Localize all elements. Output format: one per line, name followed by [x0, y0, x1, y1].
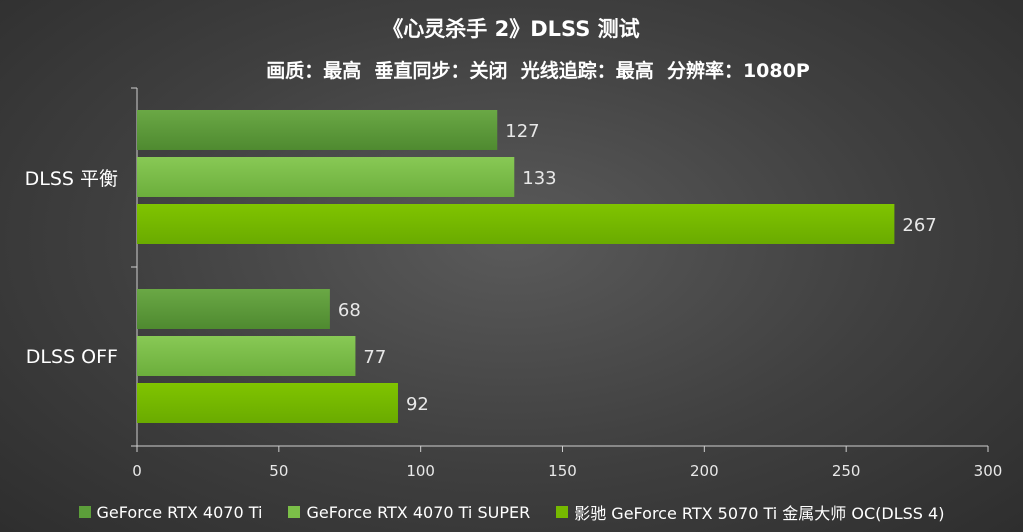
category-label: DLSS 平衡: [25, 168, 118, 190]
x-tick-label: 100: [406, 462, 435, 480]
x-tick-label: 50: [269, 462, 288, 480]
plot-area: 0 50 100 150 200 250 300 DLSS 平衡 127 133 267 DLSS O…: [25, 87, 1003, 480]
legend-swatch: [556, 506, 569, 518]
bar: [137, 157, 515, 197]
data-label: 127: [505, 121, 539, 142]
legend-label: GeForce RTX 4070 Ti SUPER: [306, 502, 531, 522]
x-tick-label: 150: [548, 462, 577, 480]
bar: [137, 336, 356, 376]
x-tick-label: 250: [832, 462, 861, 480]
chart-title: 《心灵杀手 2》DLSS 测试: [382, 17, 639, 41]
bar: [137, 110, 498, 150]
data-label: 92: [406, 394, 429, 415]
chart-subtitle: 画质：最高 垂直同步：关闭 光线追踪：最高 分辨率：1080P: [266, 59, 810, 82]
x-tick-label: 0: [132, 462, 142, 480]
x-tick-label: 300: [974, 462, 1003, 480]
legend-swatch: [288, 506, 301, 518]
bar: [137, 289, 330, 329]
category-label: DLSS OFF: [26, 346, 118, 368]
legend-label: 影驰 GeForce RTX 5070 Ti 金属大师 OC(DLSS 4): [574, 504, 945, 523]
legend-item: GeForce RTX 4070 Ti: [78, 500, 263, 524]
data-label: 267: [902, 215, 936, 236]
bar: [137, 204, 895, 244]
data-label: 77: [363, 347, 386, 368]
legend-item: 影驰 GeForce RTX 5070 Ti 金属大师 OC(DLSS 4): [556, 500, 944, 524]
bar: [137, 383, 398, 423]
legend: GeForce RTX 4070 Ti GeForce RTX 4070 Ti S…: [0, 500, 1023, 524]
data-label: 68: [338, 300, 361, 321]
x-tick-label: 200: [690, 462, 719, 480]
data-label: 133: [522, 168, 556, 189]
legend-label: GeForce RTX 4070 Ti: [96, 502, 263, 522]
legend-item: GeForce RTX 4070 Ti SUPER: [288, 500, 530, 524]
legend-swatch: [78, 506, 91, 518]
